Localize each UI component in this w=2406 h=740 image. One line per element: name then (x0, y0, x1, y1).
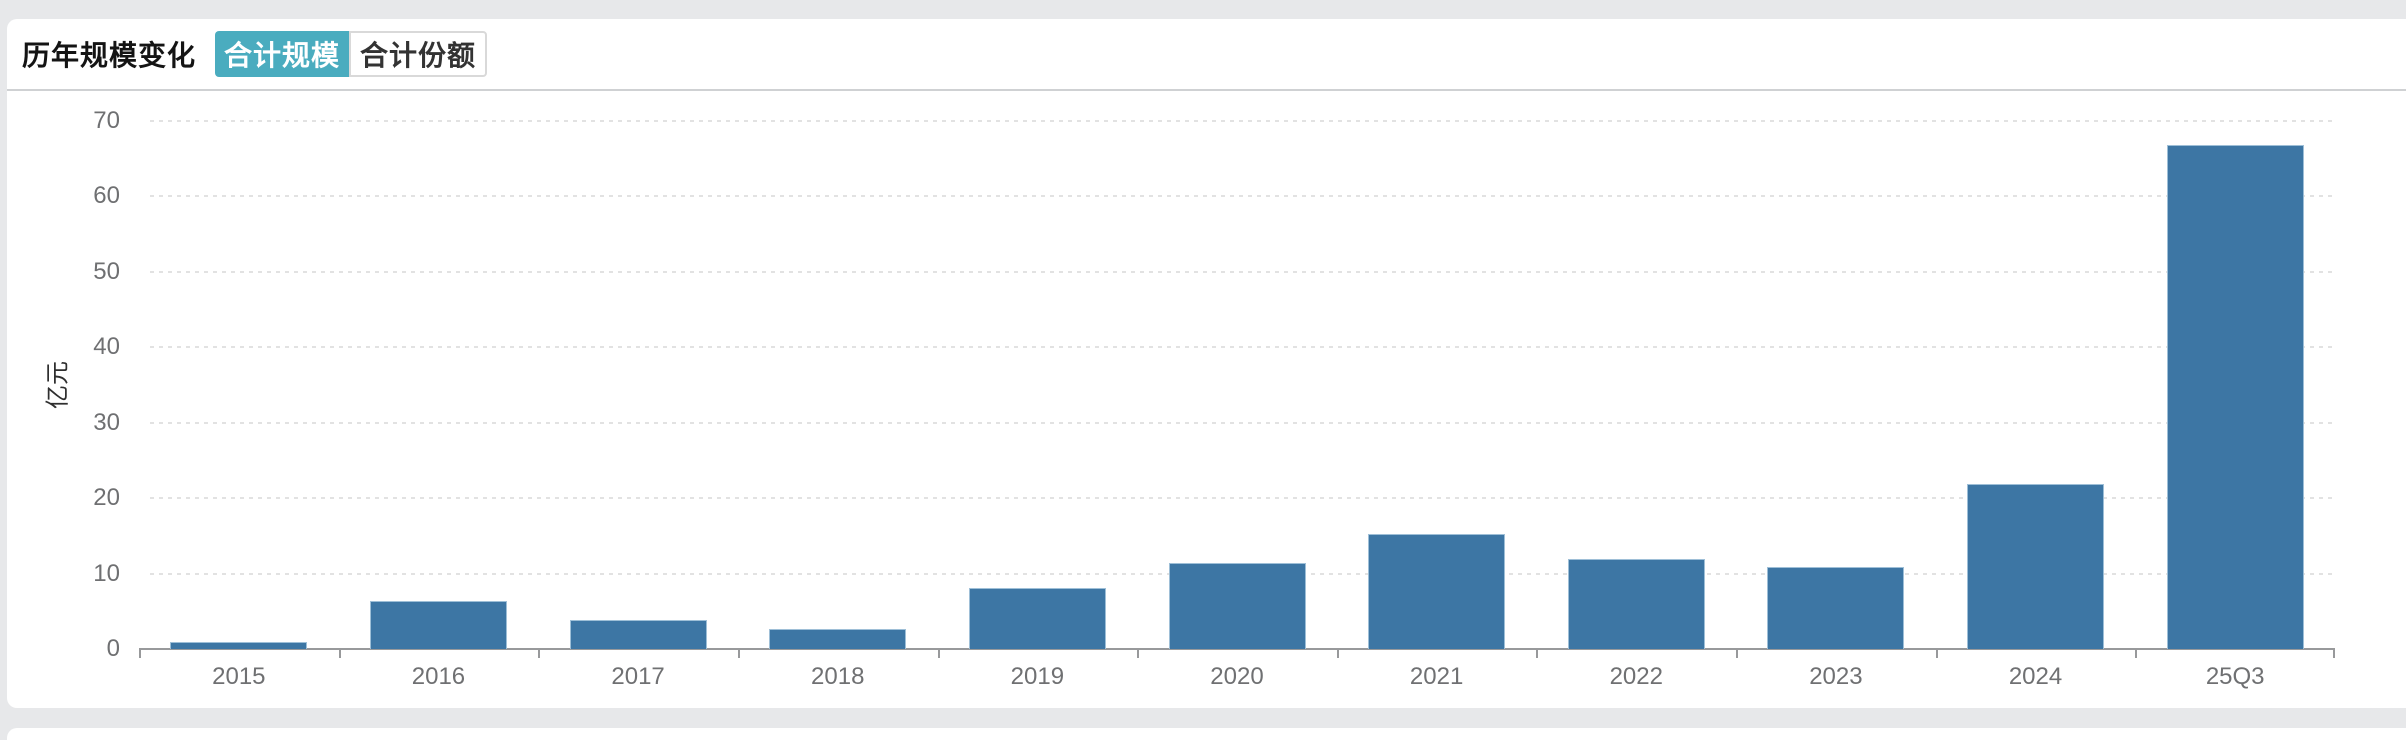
bar-2018[interactable] (769, 629, 907, 649)
gridline (150, 421, 2335, 424)
y-tick-label: 0 (106, 635, 120, 662)
x-tick-label: 2017 (611, 663, 665, 690)
x-axis-tick (139, 649, 141, 658)
x-axis-tick (2135, 649, 2138, 658)
tab-group: 合计规模 合计份额 (215, 31, 488, 77)
bar-2023[interactable] (1767, 566, 1905, 649)
bar-2015[interactable] (170, 642, 308, 649)
x-tick-label: 2020 (1210, 663, 1264, 690)
next-section-card (7, 728, 2406, 740)
header-divider (7, 89, 2406, 91)
x-axis-tick (1137, 649, 1140, 658)
gridline (150, 497, 2335, 500)
gridline (150, 346, 2335, 349)
y-tick-label: 70 (93, 107, 120, 134)
x-axis-tick (538, 649, 541, 658)
bar-2022[interactable] (1567, 559, 1705, 649)
y-tick-label: 60 (93, 182, 120, 210)
x-tick-label: 2016 (411, 663, 466, 690)
tab-total-share[interactable]: 合计份额 (349, 31, 488, 77)
x-tick-label: 2024 (2008, 663, 2063, 690)
y-tick-label: 10 (93, 559, 120, 587)
x-axis-tick (1536, 649, 1539, 658)
y-axis-unit-label: 亿元 (44, 361, 72, 409)
x-tick-label: 2023 (1809, 663, 1863, 690)
gridline (150, 195, 2335, 198)
card-header: 历年规模变化 合计规模 合计份额 (7, 19, 2406, 89)
y-tick-label: 40 (93, 333, 120, 361)
x-tick-label: 2021 (1409, 663, 1464, 690)
bar-2020[interactable] (1168, 563, 1306, 649)
x-axis-tick (737, 649, 740, 658)
scale-history-card: 历年规模变化 合计规模 合计份额 亿元 0 10 20 30 40 50 60 70 2015 2… (7, 19, 2406, 708)
page-title: 历年规模变化 (22, 40, 197, 71)
x-tick-label: 2018 (811, 663, 865, 690)
x-axis-line (139, 648, 2335, 650)
bar-2017[interactable] (569, 620, 707, 649)
bar-2021[interactable] (1368, 533, 1506, 649)
bar-2024[interactable] (1967, 483, 2105, 649)
x-tick-label: 2019 (1010, 663, 1065, 690)
gridline (150, 120, 2335, 122)
bar-2016[interactable] (369, 600, 507, 649)
gridline (150, 270, 2335, 273)
x-axis-tick (1336, 649, 1339, 658)
x-axis-tick (937, 649, 940, 658)
bar-2019[interactable] (968, 587, 1106, 649)
y-tick-label: 20 (93, 484, 120, 512)
x-axis-tick (2333, 649, 2335, 658)
x-axis-tick (1736, 649, 1739, 658)
bar-25Q3[interactable] (2166, 145, 2304, 649)
bar-chart-plot-area: 0 10 20 30 40 50 60 70 2015 2016 2017 2018 2019 2020 2… (93, 107, 2335, 690)
x-tick-label: 2015 (212, 663, 266, 690)
x-tick-label: 2022 (1609, 663, 1663, 690)
x-tick-label: 25Q3 (2205, 663, 2265, 690)
x-axis-tick (338, 649, 341, 658)
y-tick-label: 30 (93, 408, 120, 436)
tab-total-scale[interactable]: 合计规模 (215, 31, 350, 77)
y-tick-label: 50 (93, 257, 120, 285)
x-axis-tick (1935, 649, 1938, 658)
